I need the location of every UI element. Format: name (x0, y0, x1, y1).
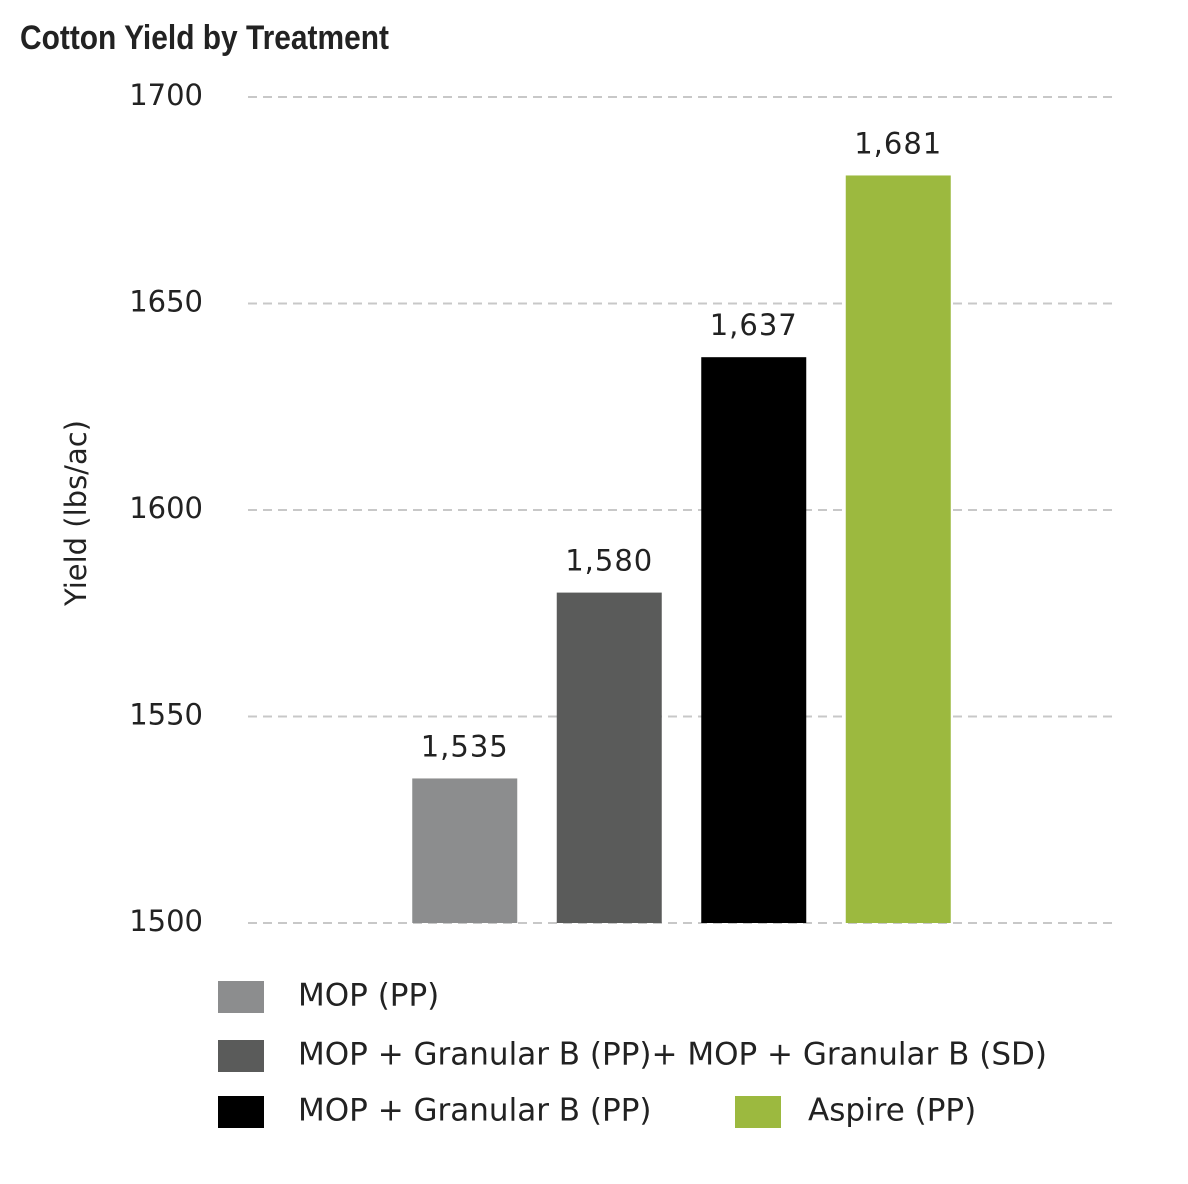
y-tick-label: 1550 (129, 698, 203, 732)
chart-title: Cotton Yield by Treatment (20, 18, 389, 56)
value-label: 1,580 (565, 544, 653, 578)
legend-swatch (218, 981, 264, 1013)
y-tick-label: 1600 (129, 491, 203, 525)
bar (845, 175, 951, 924)
bar (701, 357, 807, 923)
legend-label: MOP (PP) (298, 978, 439, 1014)
value-label: 1,637 (710, 308, 798, 342)
bar (556, 592, 662, 923)
value-label: 1,535 (421, 729, 509, 763)
legend-swatch (735, 1096, 781, 1128)
y-tick-label: 1650 (129, 285, 203, 319)
y-tick-label: 1500 (129, 904, 203, 938)
legend-label: MOP + Granular B (PP) (298, 1093, 652, 1129)
legend-swatch (218, 1096, 264, 1128)
legend-label: Aspire (PP) (808, 1093, 976, 1129)
value-label: 1,681 (854, 126, 942, 160)
legend-swatch (218, 1040, 264, 1072)
y-tick-label: 1700 (129, 78, 203, 112)
bar (412, 778, 518, 923)
legend-label: MOP + Granular B (PP)+ MOP + Granular B … (298, 1037, 1047, 1073)
y-axis-label: Yield (lbs/ac) (59, 420, 93, 607)
